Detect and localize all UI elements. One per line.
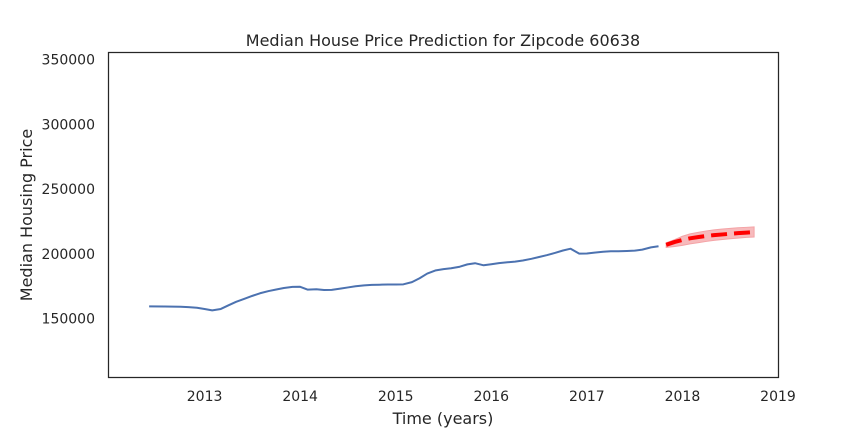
x-tick-label: 2015 xyxy=(378,389,414,405)
x-tick-label: 2014 xyxy=(282,389,318,405)
x-tick-label: 2013 xyxy=(187,389,223,405)
y-tick-label: 350000 xyxy=(42,52,95,68)
actual-price-line xyxy=(149,245,659,312)
y-tick-label: 250000 xyxy=(42,182,95,198)
confidence-band xyxy=(665,226,755,248)
x-tick-label: 2018 xyxy=(665,389,701,405)
y-tick-label: 150000 xyxy=(42,312,95,328)
x-axis: 2013 2014 2015 2016 2017 2018 2019 xyxy=(187,389,796,405)
y-axis: 150000 200000 250000 300000 350000 xyxy=(42,52,95,327)
y-tick-label: 300000 xyxy=(42,117,95,133)
y-axis-label: Median Housing Price xyxy=(17,129,36,301)
plot-area xyxy=(149,226,755,312)
x-tick-label: 2017 xyxy=(569,389,605,405)
x-tick-label: 2016 xyxy=(473,389,509,405)
plot-frame xyxy=(107,51,780,379)
y-tick-label: 200000 xyxy=(42,247,95,263)
x-tick-label: 2019 xyxy=(760,389,796,405)
forecast-line xyxy=(665,230,755,247)
x-axis-label: Time (years) xyxy=(392,409,494,428)
chart-title: Median House Price Prediction for Zipcod… xyxy=(246,31,640,50)
